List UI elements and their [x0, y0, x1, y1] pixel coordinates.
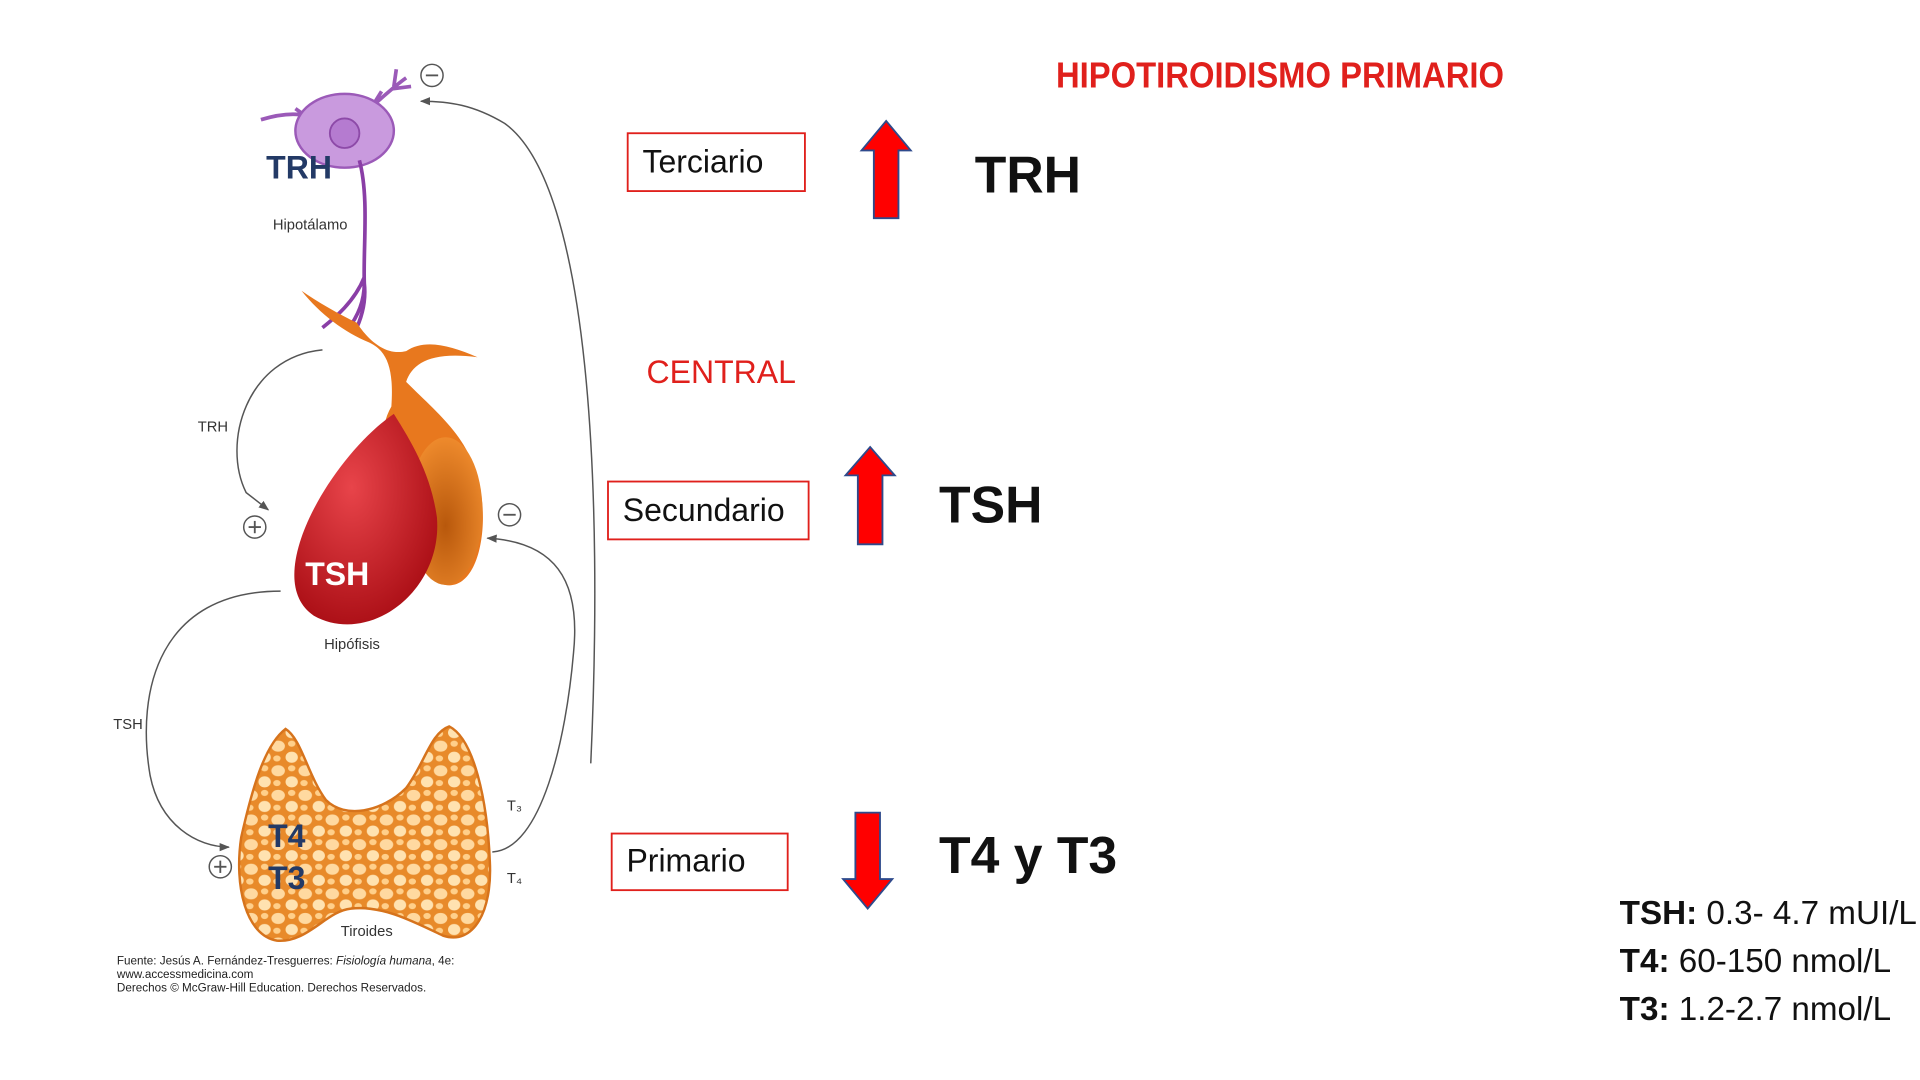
- reference-hormone: T4:: [1620, 943, 1670, 980]
- stimulate-symbol: [242, 515, 267, 539]
- hypothalamus-illustration: [260, 68, 412, 334]
- source-rights: Derechos © McGraw-Hill Education. Derech…: [117, 982, 426, 995]
- level-label: Secundario: [623, 492, 785, 528]
- reference-range: T4: 60-150 nmol/L: [1620, 943, 1891, 980]
- reference-range: TSH: 0.3- 4.7 mUI/L: [1620, 895, 1917, 932]
- level-label: Terciario: [642, 143, 763, 179]
- decrease-arrow: [841, 811, 895, 911]
- pathway-label: T₄: [507, 871, 522, 887]
- thyroid-hormone: T4: [268, 818, 306, 854]
- hypothalamus-hormone: TRH: [266, 150, 332, 186]
- inhibit-symbol: [420, 63, 444, 88]
- source-suffix: , 4e:: [432, 955, 455, 968]
- pituitary-illustration: [294, 290, 483, 625]
- stimulate-symbol: [208, 854, 233, 879]
- source-prefix: Fuente: Jesús A. Fernández-Tresguerres:: [117, 955, 333, 968]
- pituitary-label: Hipófisis: [324, 637, 380, 653]
- thyroid-illustration: [237, 725, 492, 942]
- reference-value: 0.3- 4.7 mUI/L: [1706, 895, 1916, 932]
- source-url: www.accessmedicina.com: [116, 968, 253, 981]
- pathway-label: TSH: [113, 717, 142, 733]
- reference-hormone: TSH:: [1620, 895, 1698, 932]
- increase-arrow: [843, 445, 897, 546]
- increase-arrow: [859, 119, 913, 220]
- reference-value: 60-150 nmol/L: [1679, 943, 1891, 980]
- reference-range: T3: 1.2-2.7 nmol/L: [1620, 991, 1891, 1028]
- slide-title: HIPOTIROIDISMO PRIMARIO: [1056, 55, 1504, 95]
- level-hormone: TSH: [939, 475, 1042, 533]
- source-book: Fisiología humana: [336, 955, 432, 968]
- feedback-pathways: [145, 63, 596, 879]
- hypothalamus-label: Hipotálamo: [273, 217, 348, 233]
- level-box: [607, 480, 810, 541]
- level-hormone: TRH: [975, 145, 1081, 203]
- pathway-label: T₃: [507, 798, 522, 814]
- reference-value: 1.2-2.7 nmol/L: [1679, 991, 1891, 1028]
- level-box: [610, 832, 789, 892]
- level-label: Primario: [626, 843, 745, 879]
- pituitary-hormone: TSH: [305, 556, 369, 592]
- reference-hormone: T3:: [1620, 991, 1670, 1028]
- level-hormone: T4 y T3: [939, 826, 1117, 884]
- thyroid-label: Tiroides: [341, 924, 393, 940]
- inhibit-symbol: [497, 502, 522, 527]
- reference-ranges: TSH: 0.3- 4.7 mUI/L T4: 60-150 nmol/L T3…: [1620, 895, 1917, 1028]
- thyroid-hormone: T3: [268, 860, 305, 896]
- pathway-label: TRH: [198, 419, 228, 435]
- level-box: [626, 132, 806, 193]
- source-line: Fuente: Jesús A. Fernández-Tresguerres: …: [117, 955, 454, 968]
- central-label: CENTRAL: [647, 354, 796, 390]
